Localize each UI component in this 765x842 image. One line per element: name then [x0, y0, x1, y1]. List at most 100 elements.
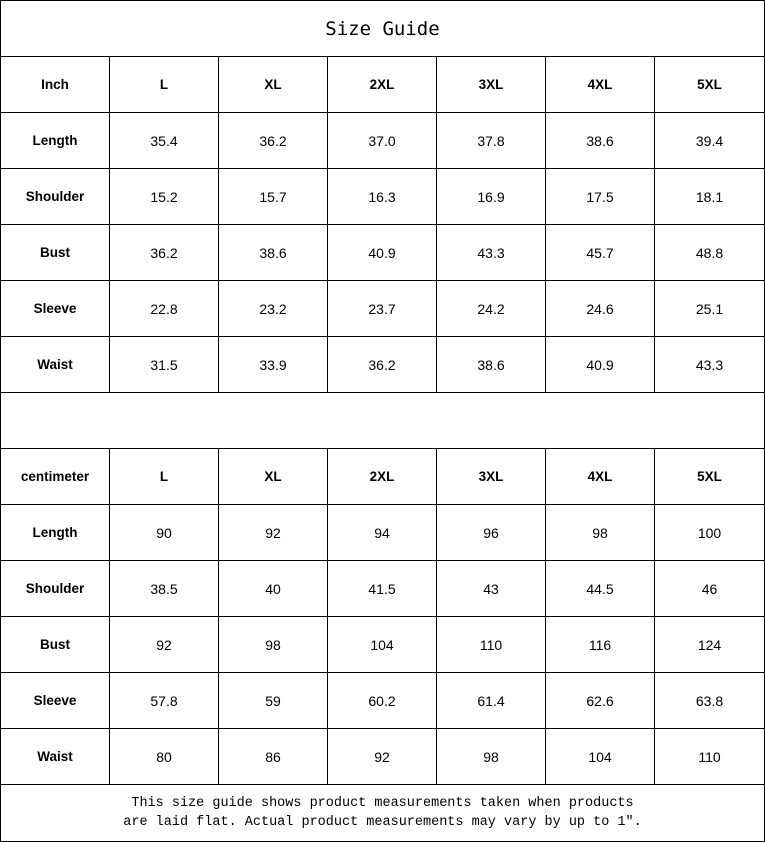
table-row: Waist 80 86 92 98 104 110: [0, 728, 765, 785]
measurement-cell: 80: [109, 728, 219, 785]
table-row: Sleeve 22.8 23.2 23.7 24.2 24.6 25.1: [0, 280, 765, 337]
measurement-cell: 38.6: [436, 336, 546, 393]
measurement-cell: 40: [218, 560, 328, 617]
table-row: Length 35.4 36.2 37.0 37.8 38.6 39.4: [0, 112, 765, 169]
measurement-cell: 24.2: [436, 280, 546, 337]
row-label: Bust: [0, 224, 110, 281]
row-label: Waist: [0, 728, 110, 785]
measurement-cell: 17.5: [545, 168, 655, 225]
measurement-cell: 57.8: [109, 672, 219, 729]
measurement-cell: 116: [545, 616, 655, 673]
measurement-cell: 60.2: [327, 672, 437, 729]
measurement-cell: 24.6: [545, 280, 655, 337]
page-title: Size Guide: [0, 0, 765, 57]
row-label: Shoulder: [0, 168, 110, 225]
measurement-cell: 59: [218, 672, 328, 729]
size-header: L: [109, 56, 219, 113]
size-header: 2XL: [327, 56, 437, 113]
measurement-cell: 98: [545, 504, 655, 561]
measurement-cell: 35.4: [109, 112, 219, 169]
measurement-cell: 23.7: [327, 280, 437, 337]
measurement-cell: 40.9: [545, 336, 655, 393]
measurement-cell: 43.3: [436, 224, 546, 281]
size-header: 5XL: [654, 56, 765, 113]
table-row: Bust 36.2 38.6 40.9 43.3 45.7 48.8: [0, 224, 765, 281]
measurement-cell: 44.5: [545, 560, 655, 617]
measurement-cell: 45.7: [545, 224, 655, 281]
measurement-cell: 36.2: [218, 112, 328, 169]
measurement-cell: 96: [436, 504, 546, 561]
header-row: centimeter L XL 2XL 3XL 4XL 5XL: [0, 448, 765, 505]
size-header: 4XL: [545, 448, 655, 505]
size-header: 3XL: [436, 448, 546, 505]
measurement-cell: 86: [218, 728, 328, 785]
measurement-cell: 110: [436, 616, 546, 673]
header-row: Inch L XL 2XL 3XL 4XL 5XL: [0, 56, 765, 113]
measurement-cell: 16.9: [436, 168, 546, 225]
measurement-cell: 43.3: [654, 336, 765, 393]
measurement-cell: 18.1: [654, 168, 765, 225]
measurement-cell: 104: [327, 616, 437, 673]
measurement-cell: 37.8: [436, 112, 546, 169]
measurement-cell: 37.0: [327, 112, 437, 169]
measurement-cell: 100: [654, 504, 765, 561]
measurement-cell: 94: [327, 504, 437, 561]
measurement-cell: 38.6: [218, 224, 328, 281]
measurement-cell: 25.1: [654, 280, 765, 337]
measurement-cell: 63.8: [654, 672, 765, 729]
measurement-cell: 23.2: [218, 280, 328, 337]
measurement-cell: 31.5: [109, 336, 219, 393]
size-header: 2XL: [327, 448, 437, 505]
footer-note: This size guide shows product measuremen…: [0, 784, 765, 842]
spacer-cell: [0, 392, 765, 449]
table-row: Length 90 92 94 96 98 100: [0, 504, 765, 561]
size-header: XL: [218, 56, 328, 113]
row-label: Sleeve: [0, 672, 110, 729]
unit-header: Inch: [0, 56, 110, 113]
row-label: Length: [0, 112, 110, 169]
measurement-cell: 92: [109, 616, 219, 673]
measurement-cell: 36.2: [327, 336, 437, 393]
measurement-cell: 38.6: [545, 112, 655, 169]
unit-header: centimeter: [0, 448, 110, 505]
measurement-cell: 43: [436, 560, 546, 617]
measurement-cell: 124: [654, 616, 765, 673]
measurement-cell: 33.9: [218, 336, 328, 393]
measurement-cell: 48.8: [654, 224, 765, 281]
title-row: Size Guide: [0, 0, 765, 57]
measurement-cell: 38.5: [109, 560, 219, 617]
table-row: Shoulder 15.2 15.7 16.3 16.9 17.5 18.1: [0, 168, 765, 225]
measurement-cell: 39.4: [654, 112, 765, 169]
row-label: Waist: [0, 336, 110, 393]
measurement-cell: 98: [218, 616, 328, 673]
measurement-cell: 110: [654, 728, 765, 785]
measurement-cell: 92: [218, 504, 328, 561]
row-label: Bust: [0, 616, 110, 673]
measurement-cell: 61.4: [436, 672, 546, 729]
measurement-cell: 41.5: [327, 560, 437, 617]
measurement-cell: 16.3: [327, 168, 437, 225]
size-header: L: [109, 448, 219, 505]
measurement-cell: 92: [327, 728, 437, 785]
measurement-cell: 104: [545, 728, 655, 785]
measurement-cell: 62.6: [545, 672, 655, 729]
measurement-cell: 46: [654, 560, 765, 617]
spacer-row: [0, 392, 765, 449]
measurement-cell: 15.7: [218, 168, 328, 225]
footer-line-1: This size guide shows product measuremen…: [131, 796, 634, 811]
measurement-cell: 90: [109, 504, 219, 561]
size-header: 5XL: [654, 448, 765, 505]
measurement-cell: 36.2: [109, 224, 219, 281]
measurement-cell: 22.8: [109, 280, 219, 337]
table-row: Waist 31.5 33.9 36.2 38.6 40.9 43.3: [0, 336, 765, 393]
table-row: Shoulder 38.5 40 41.5 43 44.5 46: [0, 560, 765, 617]
row-label: Sleeve: [0, 280, 110, 337]
table-row: Sleeve 57.8 59 60.2 61.4 62.6 63.8: [0, 672, 765, 729]
footer-row: This size guide shows product measuremen…: [0, 784, 765, 842]
size-header: 4XL: [545, 56, 655, 113]
footer-line-2: are laid flat. Actual product measuremen…: [123, 815, 642, 830]
size-header: 3XL: [436, 56, 546, 113]
measurement-cell: 15.2: [109, 168, 219, 225]
row-label: Shoulder: [0, 560, 110, 617]
